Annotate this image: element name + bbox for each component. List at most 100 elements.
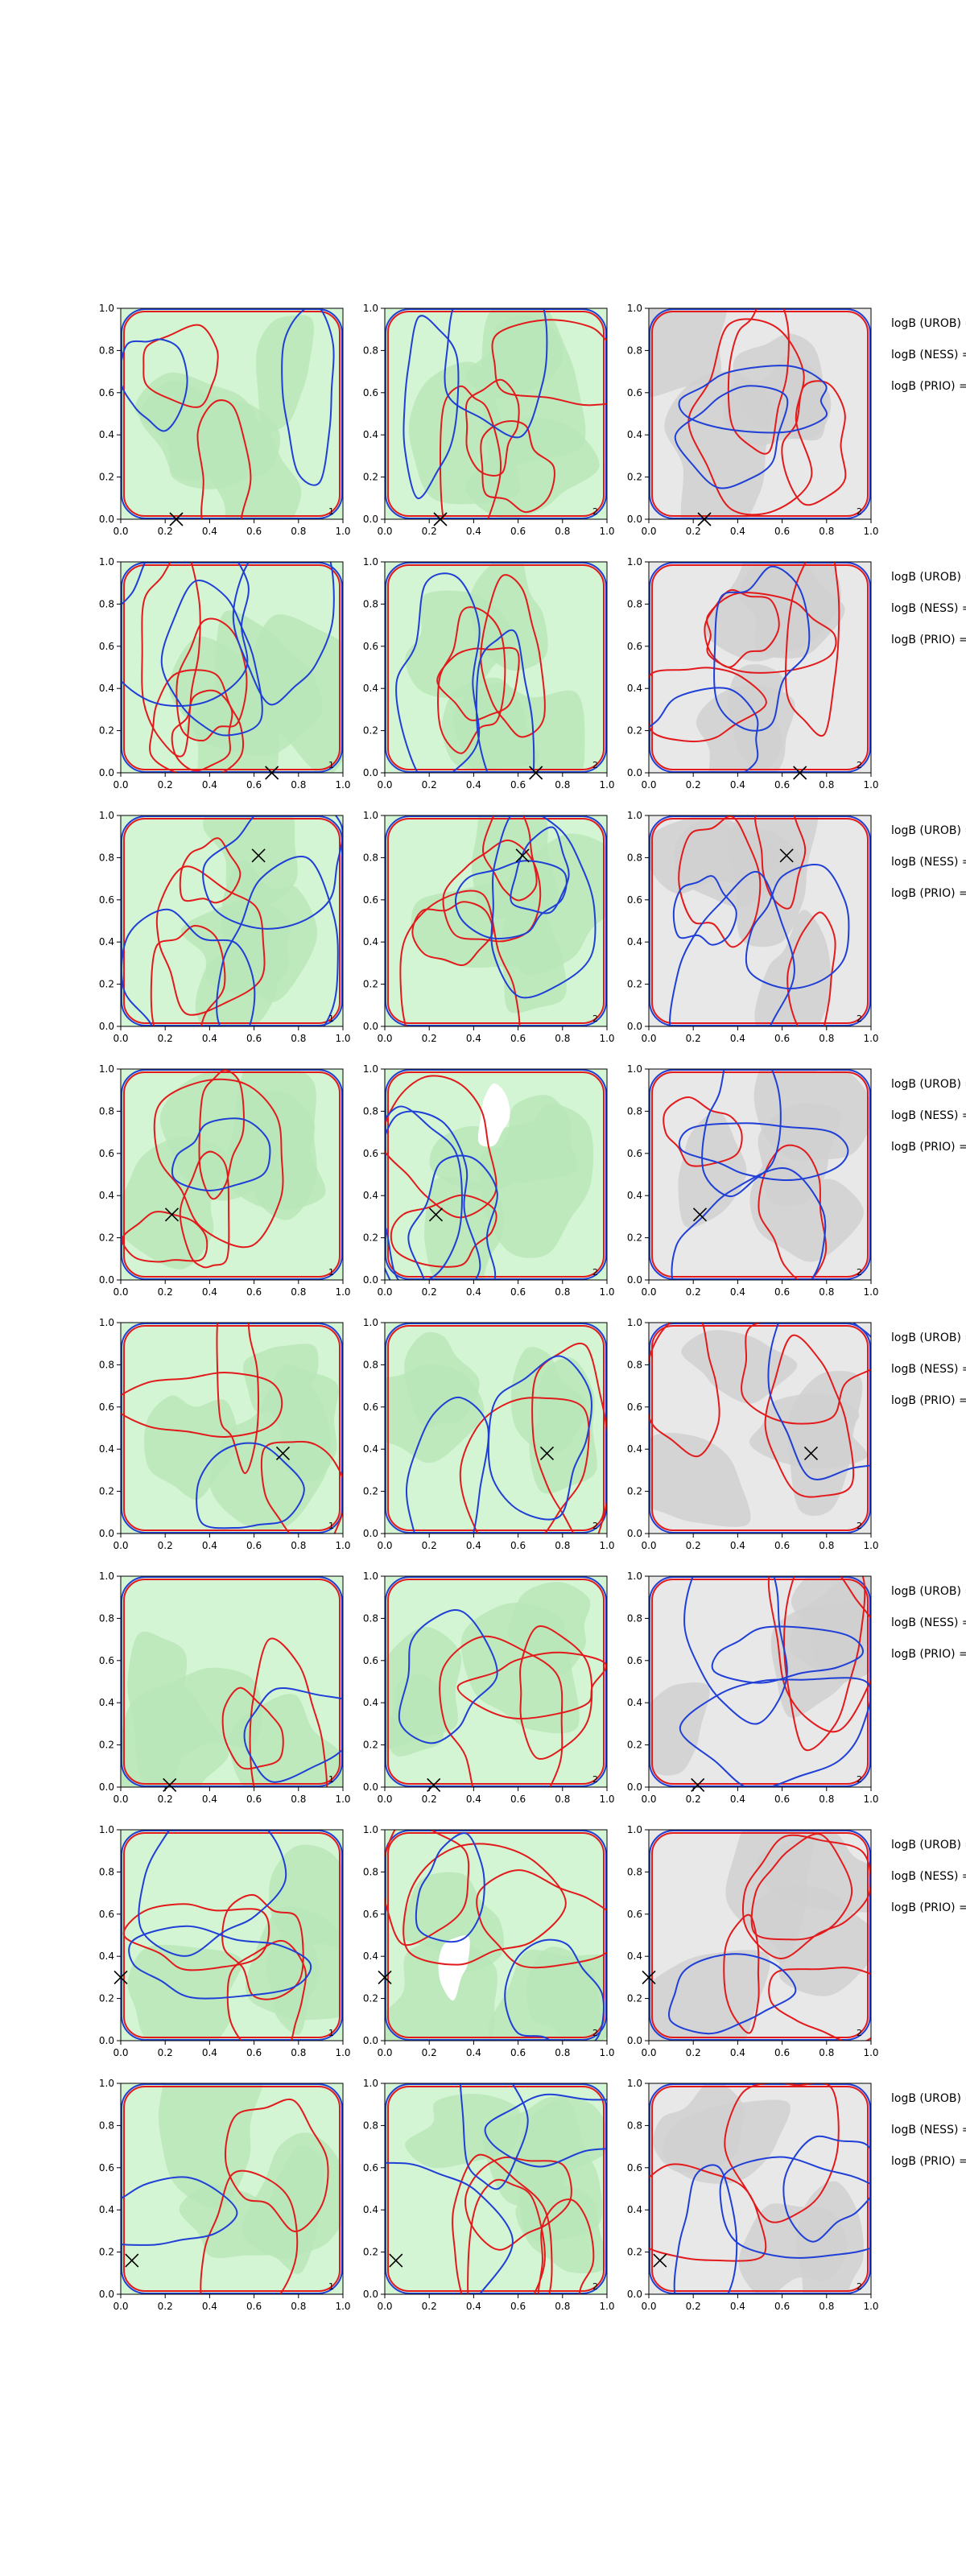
blue-contour [196,1442,305,1530]
stat-label: logB (UROB) = [891,2092,966,2105]
red-contour-outer [123,1579,341,1785]
stat-label: logB (UROB) = [891,1078,966,1091]
empty-region [438,1935,470,2001]
y-tick-label: 0.6 [627,1909,642,1920]
red-contour [649,1323,720,1458]
panel-r4-c1: 1 0.00.0 0.2 0.2 0.4 0.4 0.6 0.6 0.8 0.8 1.0 1.0 [99,1063,351,1298]
blue-contour [415,1832,485,1943]
y-tick-label: 1.0 [99,2078,114,2089]
y-tick-label: 1.0 [99,303,114,314]
y-tick-label: 0.6 [363,1148,378,1159]
x-tick-label: 0.4 [466,1794,481,1805]
y-tick-label: 0.2 [99,1232,114,1244]
x-tick-label: 0.8 [819,1794,834,1805]
blue-contour [454,860,568,939]
blue-contour [232,562,335,706]
marker-x [539,1446,555,1461]
y-tick-label: 0.6 [99,1909,114,1920]
x-tick-label: 0.6 [510,2047,526,2058]
panel-number: 2 [857,760,862,770]
x-tick-label: 0.2 [422,779,437,791]
stat-label: logB (NESS) = [891,1109,966,1122]
y-tick-label: 0.8 [99,1612,114,1624]
blue-contour [672,875,737,946]
density-region [179,2184,299,2259]
panel-r1-c2: 2 0.00.0 0.2 0.2 0.4 0.4 0.6 0.6 0.8 0.8 1.0 1.0 [363,303,615,537]
x-tick-label: 0.4 [730,2301,745,2312]
x-tick-label: 0.2 [422,1794,437,1805]
x-tick-label: 0.4 [730,1540,745,1551]
red-contour [155,865,266,1016]
y-tick-label: 0.8 [99,1866,114,1877]
red-contour [196,399,252,519]
blue-contour [674,385,789,489]
x-tick-label: 0.4 [202,1794,217,1805]
red-contour [456,1651,607,1719]
x-tick-label: 0.0 [113,779,128,791]
red-contour [249,1637,328,1787]
blue-contour-outer [121,815,343,1026]
density-region [649,1950,770,2041]
red-contour [786,911,836,1026]
y-tick-label: 0.2 [627,1993,642,2004]
x-tick-label: 0.2 [686,1540,701,1551]
blue-contour-outer [649,1069,871,1280]
x-tick-label: 0.6 [246,1286,262,1298]
x-tick-label: 0.0 [113,2047,128,2058]
stat-label: logB (UROB) = [891,1839,966,1852]
x-tick-label: 0.2 [158,1286,173,1298]
marker-x [275,1446,291,1461]
x-tick-label: 0.8 [819,2047,834,2058]
axes-frame [648,1575,872,1788]
red-contour [260,1440,343,1534]
y-tick-label: 0.8 [627,598,642,609]
panel-number: 2 [592,1267,598,1278]
panel-r7-c2: 2 0.00.0 0.2 0.2 0.4 0.4 0.6 0.6 0.8 0.8 1.0 1.0 [363,1824,615,2058]
y-tick-label: 1.0 [363,1317,378,1328]
stat-label: logB (PRIO) = [891,634,966,646]
stat-label: logB (UROB) = [891,824,966,837]
red-contour [764,1334,855,1498]
y-tick-label: 0.8 [99,1105,114,1117]
panel-number: 1 [328,506,334,517]
x-tick-label: 0.4 [730,1794,745,1805]
x-tick-label: 1.0 [335,526,350,537]
y-tick-label: 0.6 [627,1655,642,1666]
density-region [246,1906,343,2021]
y-tick-label: 1.0 [627,810,642,821]
x-tick-label: 0.6 [774,2047,790,2058]
blue-contour-outer [649,562,871,773]
density-region [209,1364,332,1531]
marker-x [125,2253,139,2268]
y-tick-label: 0.6 [627,641,642,652]
y-tick-label: 0.4 [627,936,642,947]
blue-contour-outer [121,1576,343,1787]
x-tick-label: 0.6 [246,1540,262,1551]
stat-labels-row-1: logB (UROB) = logB (NESS) = logB (PRIO) = [891,317,966,393]
x-tick-label: 0.4 [466,2047,481,2058]
panel-number: 2 [592,760,598,770]
y-tick-label: 0.4 [627,1443,642,1455]
y-tick-label: 0.2 [99,725,114,737]
red-contour [439,1635,564,1787]
red-contour [179,837,242,904]
x-tick-label: 1.0 [863,779,878,791]
y-tick-label: 0.2 [627,1486,642,1497]
blue-contour-outer [121,1830,343,2041]
x-tick-label: 0.8 [555,1794,570,1805]
panel-number: 1 [328,2028,334,2038]
y-tick-label: 0.8 [627,1105,642,1117]
panel-r7-c1: 1 0.00.0 0.2 0.2 0.4 0.4 0.6 0.6 0.8 0.8 1.0 1.0 [99,1824,351,2058]
panel-number: 2 [592,1013,598,1024]
x-tick-label: 1.0 [335,1540,350,1551]
blue-contour-outer [385,815,607,1026]
red-contour-outer [387,564,605,770]
x-tick-label: 0.6 [246,779,262,791]
x-tick-label: 0.2 [686,526,701,537]
y-tick-label: 0.4 [99,429,114,440]
x-tick-label: 0.2 [686,1794,701,1805]
y-tick-label: 0.4 [99,1190,114,1201]
y-tick-label: 0.0 [363,2035,378,2046]
x-tick-label: 0.4 [466,779,481,791]
y-tick-label: 0.8 [627,2120,642,2131]
